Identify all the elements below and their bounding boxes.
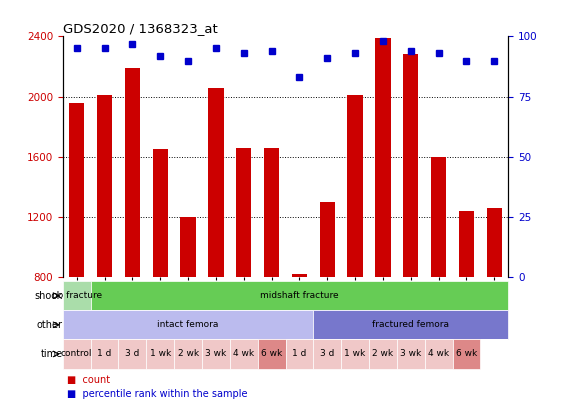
Text: time: time [41, 349, 63, 359]
Bar [174, 339, 202, 369]
Text: 1 d: 1 d [98, 350, 112, 358]
Bar [208, 87, 224, 277]
Bar [369, 339, 397, 369]
Bar [202, 339, 230, 369]
Text: midshaft fracture: midshaft fracture [260, 291, 339, 300]
Text: 1 wk: 1 wk [150, 350, 171, 358]
Text: shock: shock [35, 291, 63, 301]
Text: fractured femora: fractured femora [372, 320, 449, 329]
Text: 3 d: 3 d [125, 350, 139, 358]
Bar [180, 217, 196, 277]
Text: 3 d: 3 d [320, 350, 335, 358]
Bar [63, 310, 313, 339]
Bar [63, 339, 91, 369]
Bar [341, 339, 369, 369]
Text: 3 wk: 3 wk [206, 350, 227, 358]
Text: 2 wk: 2 wk [372, 350, 393, 358]
Bar [292, 274, 307, 277]
Bar [146, 339, 174, 369]
Bar [91, 339, 119, 369]
Bar [425, 339, 452, 369]
Text: 4 wk: 4 wk [428, 350, 449, 358]
Bar [347, 95, 363, 277]
Text: 2 wk: 2 wk [178, 350, 199, 358]
Bar [459, 211, 474, 277]
Bar [97, 95, 112, 277]
Text: 3 wk: 3 wk [400, 350, 421, 358]
Bar [397, 339, 425, 369]
Bar [313, 310, 508, 339]
Bar [453, 339, 480, 369]
Text: 1 d: 1 d [292, 350, 307, 358]
Text: control: control [61, 350, 93, 358]
Bar [63, 281, 91, 310]
Bar [258, 339, 286, 369]
Bar [431, 157, 447, 277]
Text: GDS2020 / 1368323_at: GDS2020 / 1368323_at [63, 22, 218, 35]
Text: 6 wk: 6 wk [456, 350, 477, 358]
Text: ■  count: ■ count [67, 375, 110, 385]
Bar [230, 339, 258, 369]
Text: 4 wk: 4 wk [233, 350, 254, 358]
Bar [236, 148, 251, 277]
Bar [264, 148, 279, 277]
Text: no fracture: no fracture [51, 291, 102, 300]
Bar [286, 339, 313, 369]
Bar [313, 339, 341, 369]
Text: other: other [37, 320, 63, 330]
Text: ■  percentile rank within the sample: ■ percentile rank within the sample [67, 389, 248, 399]
Bar [486, 208, 502, 277]
Text: 6 wk: 6 wk [261, 350, 282, 358]
Bar [375, 38, 391, 277]
Text: intact femora: intact femora [158, 320, 219, 329]
Bar [320, 202, 335, 277]
Text: 1 wk: 1 wk [344, 350, 365, 358]
Bar [119, 339, 146, 369]
Bar [124, 68, 140, 277]
Bar [403, 55, 419, 277]
Bar [69, 102, 85, 277]
Bar [152, 149, 168, 277]
